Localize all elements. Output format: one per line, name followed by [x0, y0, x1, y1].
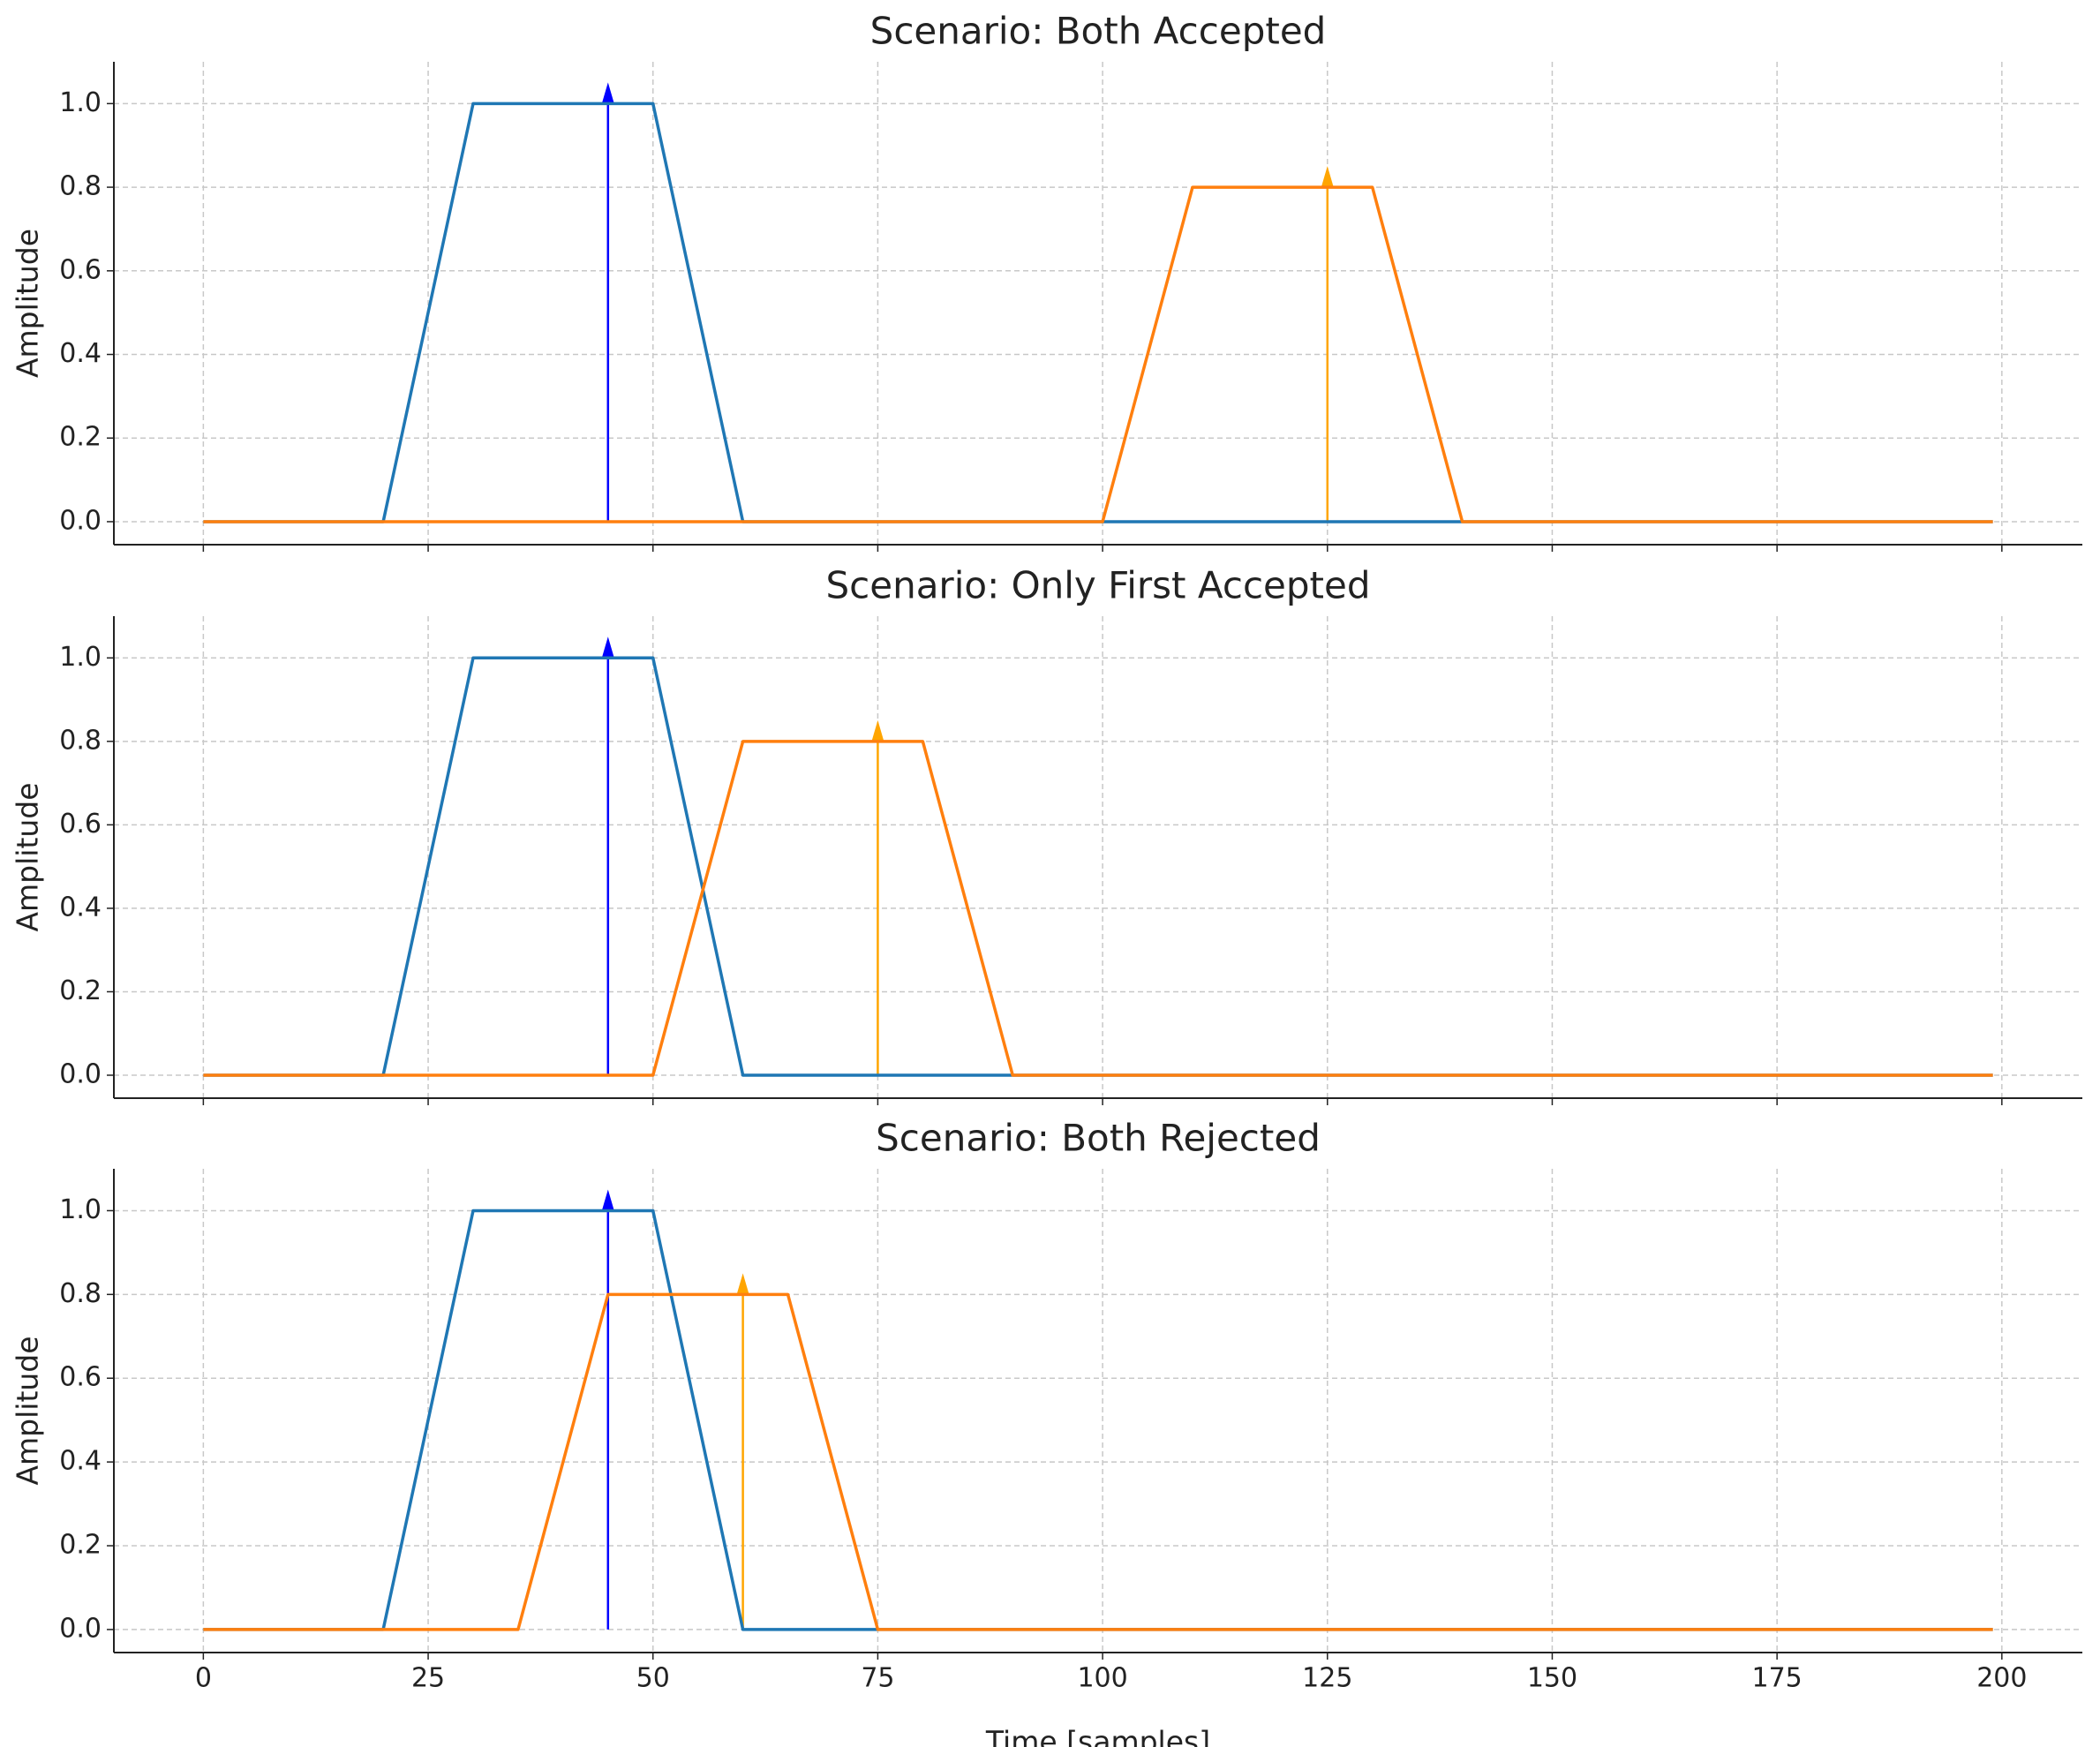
y-tick-label: 0.8 — [59, 1278, 102, 1309]
x-tick-label: 75 — [861, 1663, 894, 1694]
x-tick-label: 150 — [1527, 1663, 1577, 1694]
y-tick-label: 0.4 — [59, 338, 102, 369]
y-tick-label: 0.8 — [59, 725, 102, 756]
x-tick-label: 50 — [636, 1663, 670, 1694]
y-tick-label: 0.6 — [59, 1362, 102, 1393]
y-axis-label: Amplitude — [11, 229, 45, 378]
series-line — [203, 1209, 1993, 1631]
y-tick-label: 0.0 — [59, 1613, 102, 1644]
arrow-marker — [601, 636, 614, 1075]
y-tick-label: 0.2 — [59, 422, 102, 453]
arrow-marker — [601, 1189, 614, 1630]
arrow-head — [601, 636, 614, 659]
y-tick-label: 0.2 — [59, 975, 102, 1006]
arrow-marker — [601, 82, 614, 522]
series-line — [203, 1292, 1993, 1631]
subplot-title: Scenario: Only First Accepted — [825, 564, 1370, 607]
y-tick-label: 1.0 — [59, 87, 102, 118]
subplot: Scenario: Both Accepted Amplitude 0.0 0.2 0.… — [11, 10, 2082, 552]
y-tick-label: 0.2 — [59, 1530, 102, 1561]
y-tick-label: 1.0 — [59, 1194, 102, 1225]
x-tick-label: 25 — [411, 1663, 445, 1694]
y-tick-label: 0.6 — [59, 809, 102, 840]
y-tick-label: 0.0 — [59, 505, 102, 536]
y-tick-label: 0.4 — [59, 892, 102, 922]
arrow-head — [601, 82, 614, 104]
y-tick-label: 0.6 — [59, 254, 102, 285]
x-tick-label: 125 — [1302, 1663, 1352, 1694]
x-tick-label: 100 — [1077, 1663, 1127, 1694]
subplot: Scenario: Both Rejected Amplitude Time [sa… — [11, 1117, 2082, 1747]
series-line — [203, 185, 1993, 523]
series-line — [203, 656, 1993, 1077]
arrow-head — [736, 1273, 749, 1295]
y-tick-label: 1.0 — [59, 642, 102, 673]
subplot-title: Scenario: Both Accepted — [870, 10, 1327, 53]
arrow-marker — [736, 1273, 749, 1630]
arrow-marker — [1321, 166, 1334, 522]
arrow-head — [601, 1189, 614, 1211]
arrow-head — [1321, 166, 1334, 188]
x-tick-label: 0 — [195, 1663, 212, 1694]
subplot-title: Scenario: Both Rejected — [876, 1117, 1321, 1160]
x-tick-label: 175 — [1752, 1663, 1803, 1694]
y-axis-label: Amplitude — [11, 1336, 45, 1485]
x-tick-label: 200 — [1976, 1663, 2027, 1694]
x-axis-label: Time [samples] — [985, 1725, 1210, 1747]
series-line — [203, 740, 1993, 1077]
series-line — [203, 102, 1993, 523]
y-tick-label: 0.8 — [59, 171, 102, 202]
y-tick-label: 0.4 — [59, 1446, 102, 1477]
arrow-head — [871, 719, 884, 742]
subplot: Scenario: Only First Accepted Amplitude 0.… — [11, 564, 2082, 1105]
y-axis-label: Amplitude — [11, 782, 45, 931]
arrow-marker — [871, 719, 884, 1075]
y-tick-label: 0.0 — [59, 1059, 102, 1090]
